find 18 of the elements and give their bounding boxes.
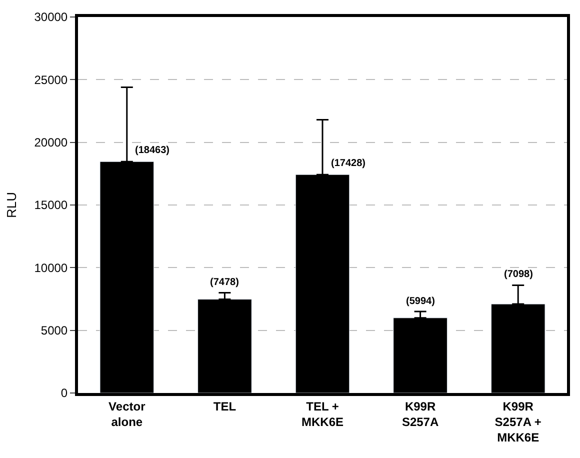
x-tick-label: TEL [213,399,236,414]
data-label: (17428) [331,158,366,169]
y-axis-title: RLU [4,192,20,218]
x-tick-label: TEL + MKK6E [301,399,344,429]
y-tick-label: 10000 [34,260,68,275]
y-tick-label: 15000 [34,198,68,212]
x-tick-label: K99R S257A + MKK6E [494,399,542,445]
x-tick-label: K99R S257A [402,399,439,429]
data-label: (7098) [504,269,533,280]
data-label: (7478) [210,277,239,288]
data-label: (5994) [406,296,435,307]
data-label: (18463) [135,145,170,156]
x-tick-label: Vector alone [108,399,146,429]
y-tick-label: 30000 [34,10,68,24]
y-tick-label: 20000 [34,136,68,150]
y-tick-label: 25000 [34,72,68,87]
y-tick-label: 0 [60,386,68,400]
y-tick-label: 5000 [40,324,68,338]
